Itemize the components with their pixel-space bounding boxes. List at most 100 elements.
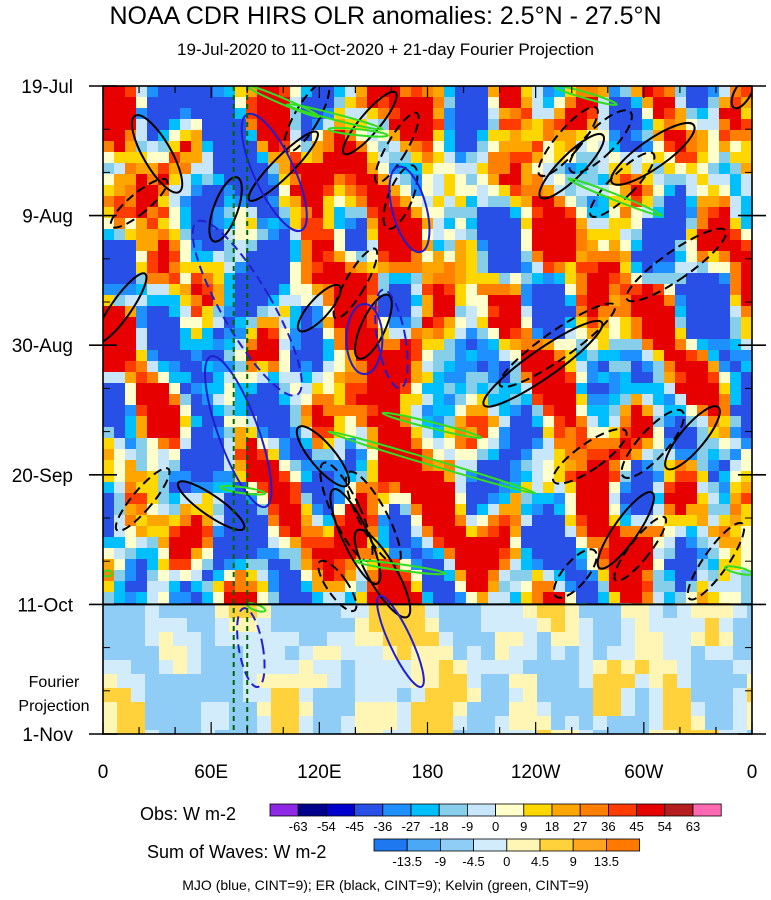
obs-cell bbox=[301, 493, 313, 505]
projection-cell bbox=[299, 646, 314, 661]
obs-cell bbox=[411, 339, 423, 351]
obs-cell bbox=[169, 515, 181, 527]
obs-cell bbox=[686, 460, 698, 472]
obs-cell bbox=[466, 152, 478, 164]
obs-cell bbox=[444, 471, 456, 483]
obs-cell bbox=[169, 284, 181, 296]
projection-cell bbox=[229, 674, 244, 689]
obs-cell bbox=[697, 449, 709, 461]
obs-cell bbox=[598, 185, 610, 197]
obs-cell bbox=[169, 504, 181, 516]
projection-cell bbox=[621, 604, 636, 619]
obs-cell bbox=[202, 317, 214, 329]
obs-cell bbox=[686, 350, 698, 362]
obs-cell bbox=[235, 251, 247, 263]
obs-cell bbox=[422, 394, 434, 406]
obs-cell bbox=[554, 493, 566, 505]
projection-cell bbox=[565, 688, 580, 703]
obs-cell bbox=[543, 416, 555, 428]
obs-cell bbox=[290, 317, 302, 329]
obs-cell bbox=[246, 350, 258, 362]
projection-cell bbox=[579, 646, 594, 661]
obs-cell bbox=[224, 317, 236, 329]
obs-cell bbox=[136, 482, 148, 494]
obs-cell bbox=[191, 427, 203, 439]
obs-cell bbox=[224, 328, 236, 340]
obs-cell bbox=[180, 526, 192, 538]
obs-cell bbox=[620, 548, 632, 560]
obs-cell bbox=[466, 328, 478, 340]
obs-cell bbox=[433, 229, 445, 241]
obs-cell bbox=[576, 427, 588, 439]
obs-cell bbox=[158, 119, 170, 131]
obs-cell bbox=[444, 570, 456, 582]
obs-cell bbox=[235, 317, 247, 329]
projection-cell bbox=[551, 674, 566, 689]
er-contour bbox=[247, 130, 319, 202]
obs-cell bbox=[620, 240, 632, 252]
obs-cell bbox=[521, 130, 533, 142]
obs-cell bbox=[510, 394, 522, 406]
projection-cell bbox=[663, 646, 678, 661]
obs-cell bbox=[356, 493, 368, 505]
projection-cell bbox=[243, 702, 258, 717]
obs-cell bbox=[213, 471, 225, 483]
projection-cell bbox=[453, 604, 468, 619]
obs-cell bbox=[598, 174, 610, 186]
projection-cell bbox=[705, 702, 720, 717]
obs-cell bbox=[719, 581, 731, 593]
obs-cell bbox=[103, 416, 115, 428]
obs-cell bbox=[543, 152, 555, 164]
obs-cell bbox=[235, 119, 247, 131]
obs-cell bbox=[202, 493, 214, 505]
obs-cell bbox=[279, 317, 291, 329]
projection-cell bbox=[369, 660, 384, 675]
obs-cell bbox=[136, 471, 148, 483]
obs-cell bbox=[664, 581, 676, 593]
obs-cell bbox=[323, 515, 335, 527]
er-contour bbox=[109, 177, 169, 229]
obs-cell bbox=[587, 526, 599, 538]
obs-cell bbox=[455, 471, 467, 483]
obs-cell bbox=[620, 405, 632, 417]
projection-cell bbox=[355, 702, 370, 717]
obs-cell bbox=[279, 306, 291, 318]
obs-cell bbox=[191, 152, 203, 164]
obs-cell bbox=[675, 372, 687, 384]
obs-cell bbox=[367, 416, 379, 428]
obs-cell bbox=[279, 548, 291, 560]
obs-cell bbox=[664, 86, 676, 98]
obs-cell bbox=[675, 482, 687, 494]
obs-cell bbox=[136, 515, 148, 527]
obs-cell bbox=[202, 196, 214, 208]
obs-cell bbox=[620, 328, 632, 340]
obs-cell bbox=[334, 262, 346, 274]
projection-cell bbox=[523, 632, 538, 647]
obs-cell bbox=[301, 482, 313, 494]
projection-cell bbox=[285, 730, 300, 734]
obs-cell bbox=[147, 306, 159, 318]
obs-cell bbox=[279, 449, 291, 461]
obs-cell bbox=[411, 317, 423, 329]
obs-cell bbox=[697, 361, 709, 373]
obs-cell bbox=[213, 262, 225, 274]
obs-cell bbox=[169, 559, 181, 571]
obs-cell bbox=[620, 229, 632, 241]
projection-cell bbox=[187, 716, 202, 731]
obs-cell bbox=[609, 427, 621, 439]
projection-cell bbox=[327, 716, 342, 731]
projection-cell bbox=[285, 688, 300, 703]
obs-cell bbox=[631, 119, 643, 131]
projection-cell bbox=[425, 688, 440, 703]
obs-cell bbox=[323, 405, 335, 417]
obs-cell bbox=[664, 328, 676, 340]
obs-cell bbox=[642, 174, 654, 186]
projection-cell bbox=[313, 632, 328, 647]
projection-cell bbox=[453, 632, 468, 647]
obs-cell bbox=[444, 581, 456, 593]
projection-cell bbox=[523, 702, 538, 717]
obs-cell bbox=[719, 548, 731, 560]
obs-cell bbox=[587, 251, 599, 263]
obs-cell bbox=[301, 537, 313, 549]
obs-cell bbox=[202, 152, 214, 164]
